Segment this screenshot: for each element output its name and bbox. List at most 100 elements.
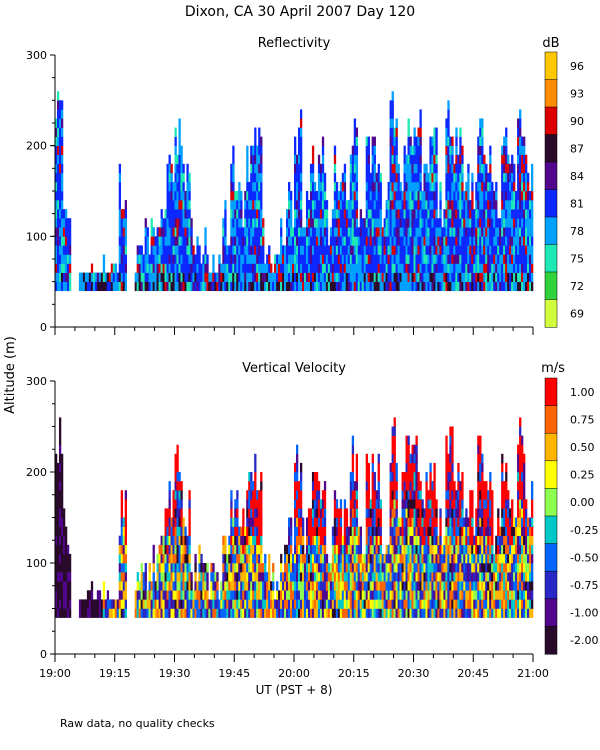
heatmap-cell <box>489 218 492 228</box>
heatmap-cell <box>339 227 343 237</box>
heatmap-cell <box>319 218 323 228</box>
heatmap-cell <box>190 272 193 282</box>
heatmap-cell <box>447 127 450 137</box>
heatmap-cell <box>294 563 297 573</box>
heatmap-cell <box>399 236 402 246</box>
heatmap-cell <box>355 136 359 146</box>
heatmap-cell <box>411 245 414 255</box>
heatmap-cell <box>351 508 355 518</box>
heatmap-cell <box>389 136 392 146</box>
heatmap-cell <box>351 535 355 546</box>
heatmap-cell <box>176 163 179 174</box>
heatmap-cell <box>347 590 351 600</box>
heatmap-cell <box>254 608 257 618</box>
heatmap-cell <box>477 535 480 546</box>
heatmap-cell <box>180 236 183 246</box>
heatmap-cell <box>331 544 335 555</box>
heatmap-cell <box>299 245 303 255</box>
heatmap-cell <box>343 526 347 536</box>
heatmap-cell <box>465 590 468 600</box>
heatmap-cell <box>409 472 412 482</box>
heatmap-cell <box>465 200 468 210</box>
heatmap-cell <box>242 281 245 292</box>
y-tick-label: 300 <box>26 49 47 62</box>
heatmap-cell <box>395 499 398 509</box>
heatmap-cell <box>477 163 480 174</box>
heatmap-cell <box>268 608 271 618</box>
heatmap-cell <box>292 281 295 292</box>
heatmap-cell <box>313 281 317 292</box>
heatmap-cell <box>56 462 60 473</box>
heatmap-cell <box>244 581 247 591</box>
heatmap-cell <box>238 245 241 255</box>
heatmap-cell <box>260 535 263 546</box>
heatmap-cell <box>367 553 370 564</box>
heatmap-cell <box>176 572 179 582</box>
heatmap-cell <box>531 163 534 174</box>
heatmap-cell <box>178 472 181 482</box>
heatmap-cell <box>429 154 432 165</box>
heatmap-cell <box>435 236 438 246</box>
heatmap-cell <box>321 227 325 237</box>
heatmap-cell <box>475 599 478 609</box>
heatmap-cell <box>327 572 331 582</box>
heatmap-cell <box>481 272 484 282</box>
heatmap-cell <box>353 191 357 201</box>
heatmap-cell <box>68 572 72 582</box>
heatmap-cell <box>292 563 295 573</box>
heatmap-cell <box>333 200 337 210</box>
heatmap-cell <box>288 553 291 564</box>
heatmap-cell <box>369 227 372 237</box>
heatmap-cell <box>473 227 476 237</box>
heatmap-cell <box>264 553 267 564</box>
heatmap-cell <box>489 572 492 582</box>
heatmap-cell <box>475 254 478 264</box>
heatmap-cell <box>449 472 452 482</box>
heatmap-cell <box>489 581 492 591</box>
heatmap-cell <box>66 544 70 555</box>
heatmap-cell <box>246 490 249 500</box>
heatmap-cell <box>188 181 191 192</box>
heatmap-cell <box>389 118 392 128</box>
heatmap-cell <box>445 517 448 527</box>
heatmap-cell <box>405 163 408 174</box>
heatmap-cell <box>317 281 321 292</box>
heatmap-cell <box>242 245 245 255</box>
heatmap-cell <box>341 581 345 591</box>
heatmap-cell <box>407 499 410 509</box>
heatmap-cell <box>429 590 432 600</box>
heatmap-cell <box>166 517 169 527</box>
heatmap-cell <box>409 572 412 582</box>
heatmap-cell <box>477 526 480 536</box>
heatmap-cell <box>220 272 223 282</box>
heatmap-cell <box>465 517 468 527</box>
heatmap-cell <box>503 236 506 246</box>
heatmap-cell <box>266 599 269 609</box>
heatmap-cell <box>457 553 460 564</box>
heatmap-cell <box>369 281 372 292</box>
heatmap-cell <box>232 608 235 618</box>
heatmap-cell <box>371 590 374 600</box>
heatmap-cell <box>242 553 245 564</box>
heatmap-cell <box>511 200 514 210</box>
heatmap-cell <box>114 272 118 282</box>
heatmap-cell <box>419 553 422 564</box>
heatmap-cell <box>315 535 319 546</box>
heatmap-cell <box>405 544 408 555</box>
heatmap-cell <box>445 118 448 128</box>
heatmap-cell <box>246 154 249 165</box>
heatmap-cell <box>64 209 68 219</box>
heatmap-cell <box>210 590 213 600</box>
heatmap-cell <box>240 263 243 273</box>
heatmap-cell <box>409 481 412 491</box>
heatmap-cell <box>305 563 309 573</box>
heatmap-cell <box>58 608 62 618</box>
heatmap-cell <box>449 426 452 436</box>
heatmap-cell <box>505 227 508 237</box>
heatmap-cell <box>355 181 359 192</box>
heatmap-cell <box>212 272 215 282</box>
heatmap-cell <box>529 254 532 264</box>
heatmap-cell <box>184 526 187 536</box>
heatmap-cell <box>182 172 185 183</box>
heatmap-cell <box>230 172 233 183</box>
